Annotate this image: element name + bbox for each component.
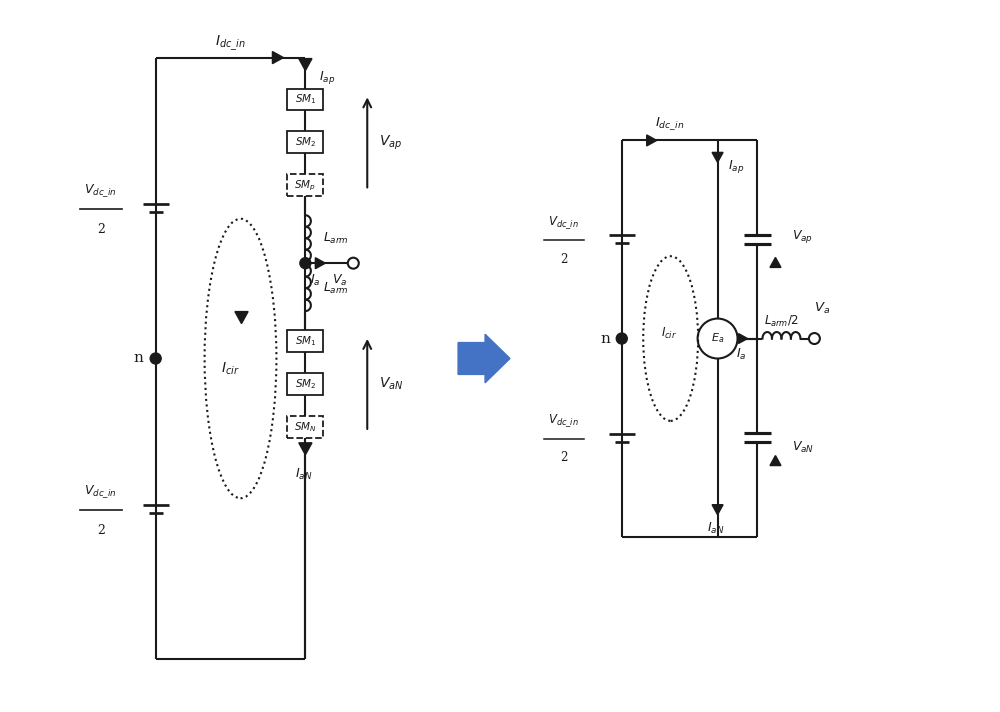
Text: $I_{dc\_in}$: $I_{dc\_in}$ xyxy=(655,115,684,132)
Bar xyxy=(287,88,323,110)
Bar xyxy=(287,174,323,197)
Polygon shape xyxy=(315,258,325,268)
Text: $I_a$: $I_a$ xyxy=(310,273,321,288)
Text: $V_a$: $V_a$ xyxy=(814,301,830,316)
Text: $I_{cir}$: $I_{cir}$ xyxy=(221,360,240,377)
Text: $V_{aN}$: $V_{aN}$ xyxy=(792,440,815,455)
Circle shape xyxy=(348,258,359,268)
Text: n: n xyxy=(601,332,611,345)
Text: $I_{cir}$: $I_{cir}$ xyxy=(661,326,677,341)
Text: $I_{dc\_in}$: $I_{dc\_in}$ xyxy=(215,34,246,53)
Polygon shape xyxy=(770,456,781,466)
Text: $L_{arm}$: $L_{arm}$ xyxy=(323,231,349,246)
Bar xyxy=(287,373,323,395)
Polygon shape xyxy=(458,334,510,383)
Text: 2: 2 xyxy=(560,253,568,266)
Text: $V_{ap}$: $V_{ap}$ xyxy=(379,133,402,152)
Text: $I_{aN}$: $I_{aN}$ xyxy=(707,521,724,536)
Text: $V_{dc\_in}$: $V_{dc\_in}$ xyxy=(548,214,579,231)
Text: $L_{arm}/2$: $L_{arm}/2$ xyxy=(764,314,799,329)
Circle shape xyxy=(150,353,161,364)
Circle shape xyxy=(300,258,311,268)
Circle shape xyxy=(698,318,738,359)
Bar xyxy=(287,330,323,352)
Text: 2: 2 xyxy=(560,451,568,464)
Bar xyxy=(287,132,323,153)
Text: $I_{aN}$: $I_{aN}$ xyxy=(295,467,312,482)
Text: $V_a$: $V_a$ xyxy=(332,273,347,288)
Text: $SM_2$: $SM_2$ xyxy=(295,377,316,391)
Text: $SM_1$: $SM_1$ xyxy=(295,334,316,348)
Polygon shape xyxy=(235,312,248,323)
Bar xyxy=(287,416,323,438)
Text: $I_{ap}$: $I_{ap}$ xyxy=(728,158,744,175)
Polygon shape xyxy=(770,258,781,268)
Text: $I_{ap}$: $I_{ap}$ xyxy=(319,69,336,86)
Text: $E_a$: $E_a$ xyxy=(711,332,724,345)
Text: $SM_p$: $SM_p$ xyxy=(294,178,316,192)
Text: 2: 2 xyxy=(97,224,105,236)
Text: $I_a$: $I_a$ xyxy=(736,347,747,362)
Text: $V_{dc\_in}$: $V_{dc\_in}$ xyxy=(84,183,117,199)
Text: $V_{aN}$: $V_{aN}$ xyxy=(379,376,404,392)
Polygon shape xyxy=(712,152,723,162)
Circle shape xyxy=(809,333,820,344)
Text: 2: 2 xyxy=(97,525,105,538)
Text: n: n xyxy=(134,352,144,365)
Polygon shape xyxy=(272,51,283,63)
Text: $SM_N$: $SM_N$ xyxy=(294,420,317,434)
Polygon shape xyxy=(299,58,312,70)
Text: $SM_2$: $SM_2$ xyxy=(295,135,316,150)
Text: $SM_1$: $SM_1$ xyxy=(295,93,316,106)
Polygon shape xyxy=(712,505,723,515)
Text: $V_{dc\_in}$: $V_{dc\_in}$ xyxy=(84,483,117,501)
Text: $V_{ap}$: $V_{ap}$ xyxy=(792,228,813,245)
Polygon shape xyxy=(647,135,657,146)
Polygon shape xyxy=(739,334,748,343)
Text: $V_{dc\_in}$: $V_{dc\_in}$ xyxy=(548,412,579,429)
Circle shape xyxy=(616,333,627,344)
Polygon shape xyxy=(299,443,312,455)
Text: $L_{arm}$: $L_{arm}$ xyxy=(323,281,349,295)
